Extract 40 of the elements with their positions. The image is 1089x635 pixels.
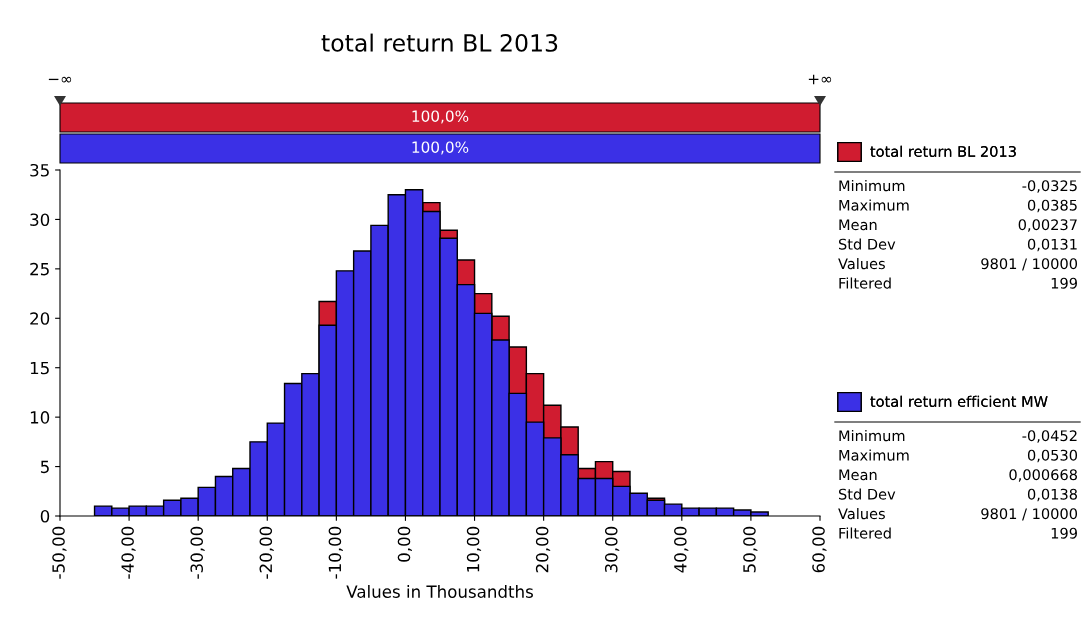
x-tick-label: -10,00 [328,526,343,579]
text: Filtered 199 [839,527,1077,539]
x-tick-label: -50,00 [52,526,67,579]
y-tick-label: 5 [40,460,49,474]
y-tick-label: 25 [30,262,49,276]
text: −∞ [48,76,72,83]
x-axis-title: Values in Thousandths [346,585,533,598]
text: Std Dev 0,0131 [838,238,1077,252]
y-tick-label: 35 [30,163,49,177]
y-tick-label: 30 [30,213,50,226]
text: Minimum -0,0452 [839,429,1077,443]
x-tick-label: 10,00 [466,526,482,572]
y-tick-label: 10 [30,411,50,424]
text: +∞ [808,74,832,85]
x-tick-label: 50,00 [743,526,758,573]
text: Filtered 199 [839,277,1077,289]
x-tick-label: -40,00 [121,526,136,579]
text: Mean 0,00237 [839,219,1077,232]
x-tick-label: 0,00 [397,526,412,562]
y-tick-label: 20 [30,312,50,325]
x-tick-label: 40,00 [674,526,689,573]
y-tick-label: 0 [40,509,50,523]
text: Values 9801 / 10000 [838,507,1078,521]
text: Maximum 0,0385 [839,199,1077,213]
x-tick-label: 20,00 [535,526,551,573]
y-tick-label: 15 [30,361,49,375]
chart-title: total return BL 2013 [321,33,558,52]
x-tick-label: 60,00 [812,526,827,573]
text: Minimum -0,0325 [839,179,1077,193]
text: 100,0% [412,141,469,155]
text: Values 9801 / 10000 [838,257,1078,271]
text: Mean 0,000668 [839,469,1077,482]
x-tick-label: -20,00 [259,526,274,579]
legend-label: total return BL 2013 [870,145,1016,157]
text: Maximum 0,0530 [839,449,1078,463]
legend-label: total return efficient MW [870,395,1048,407]
text: Std Dev 0,0138 [838,488,1077,502]
text: 100,0% [412,110,469,124]
x-tick-label: 30,00 [604,526,620,573]
x-tick-label: -30,00 [190,526,205,579]
